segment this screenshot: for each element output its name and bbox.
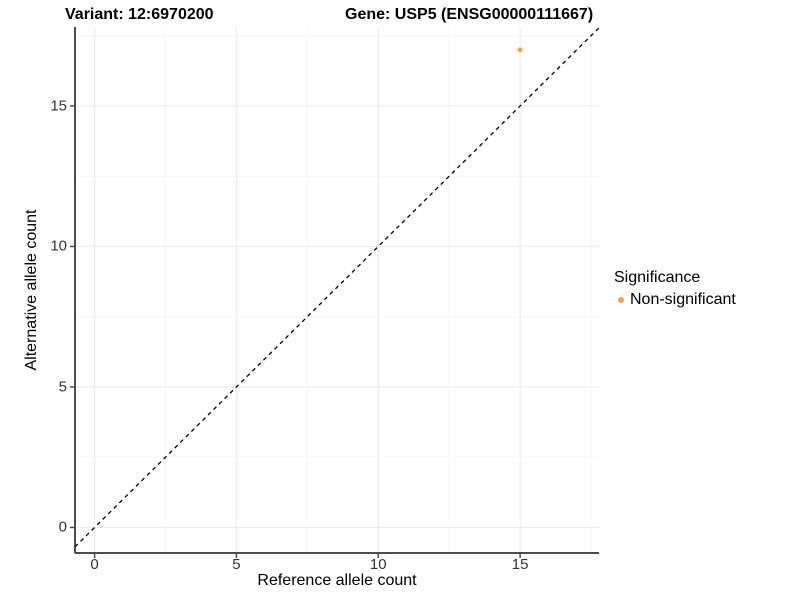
legend-title: Significance <box>614 269 701 286</box>
legend-item: Non-significant <box>614 290 736 310</box>
y-tick-label: 10 <box>50 237 67 255</box>
x-tick-label: 10 <box>369 556 387 573</box>
variant-title: Variant: 12:6970200 <box>65 6 214 23</box>
x-axis-title: Reference allele count <box>257 572 417 589</box>
x-tick-label: 0 <box>90 556 99 573</box>
y-axis-title: Alternative allele count <box>23 209 40 371</box>
identity-dashed-line <box>74 27 600 548</box>
x-tick-label: 15 <box>511 556 529 573</box>
legend: Significance Non-significant <box>614 269 736 310</box>
y-tick-label: 0 <box>58 518 67 536</box>
plot-area-svg <box>70 27 600 558</box>
y-tick-label: 5 <box>58 378 67 396</box>
plot-panel <box>70 27 600 558</box>
data-point <box>517 47 523 53</box>
gene-title: Gene: USP5 (ENSG00000111667) <box>345 6 594 23</box>
legend-item-label: Non-significant <box>630 291 736 308</box>
y-tick-label: 15 <box>50 97 67 115</box>
legend-point-icon <box>618 297 624 303</box>
x-tick-label: 5 <box>232 556 241 573</box>
legend-items: Non-significant <box>614 290 736 310</box>
